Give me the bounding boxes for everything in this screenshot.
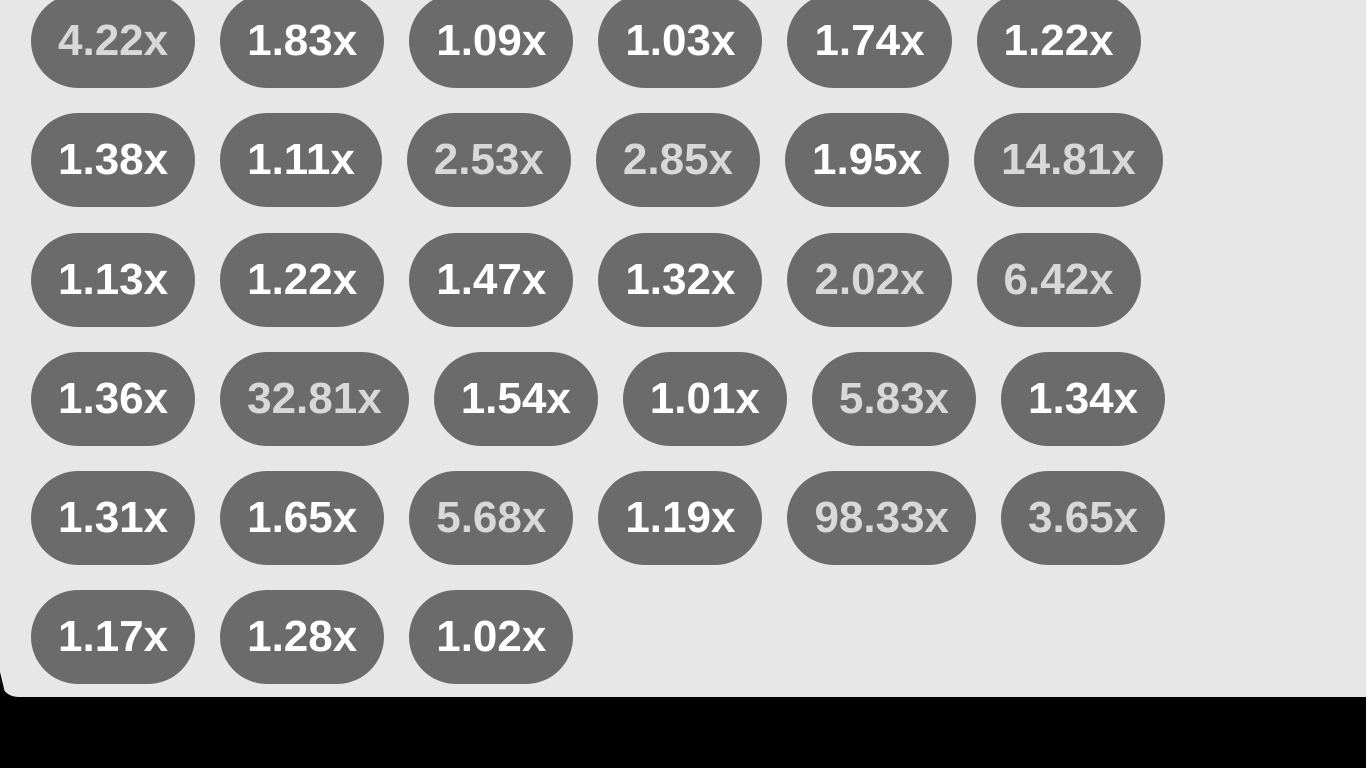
multiplier-pill[interactable]: 1.28x <box>220 590 385 684</box>
multiplier-pill[interactable]: 6.42x <box>976 233 1141 327</box>
multiplier-pill[interactable]: 1.17x <box>31 590 196 684</box>
multiplier-pill[interactable]: 1.03x <box>598 0 763 88</box>
multiplier-pill[interactable]: 1.38x <box>31 113 196 207</box>
multiplier-pill[interactable]: 1.01x <box>622 352 787 446</box>
multiplier-pill[interactable]: 14.81x <box>974 113 1163 207</box>
multiplier-history-panel: 4.22x 1.83x 1.09x 1.03x 1.74x 1.22x 1.38… <box>0 0 1366 697</box>
multiplier-pill[interactable]: 1.22x <box>976 0 1141 88</box>
multiplier-pill[interactable]: 2.53x <box>406 113 571 207</box>
multiplier-row: 1.17x 1.28x 1.02x <box>31 590 598 684</box>
multiplier-pill[interactable]: 2.02x <box>787 233 952 327</box>
multiplier-pill[interactable]: 1.19x <box>598 471 763 565</box>
multiplier-pill[interactable]: 3.65x <box>1001 471 1166 565</box>
multiplier-pill[interactable]: 1.13x <box>31 233 196 327</box>
multiplier-row: 1.13x 1.22x 1.47x 1.32x 2.02x 6.42x <box>31 233 1166 327</box>
multiplier-pill[interactable]: 1.36x <box>31 352 196 446</box>
multiplier-pill[interactable]: 1.31x <box>31 471 196 565</box>
multiplier-pill[interactable]: 1.32x <box>598 233 763 327</box>
multiplier-pill[interactable]: 5.68x <box>409 471 574 565</box>
multiplier-pill[interactable]: 1.09x <box>409 0 574 88</box>
multiplier-pill[interactable]: 32.81x <box>220 352 409 446</box>
multiplier-pill[interactable]: 2.85x <box>595 113 761 207</box>
multiplier-pill[interactable]: 1.11x <box>220 113 382 207</box>
multiplier-pill[interactable]: 1.34x <box>1001 352 1166 446</box>
multiplier-pill[interactable]: 1.65x <box>220 471 385 565</box>
panel-corner-notch <box>0 672 6 697</box>
multiplier-pill[interactable]: 1.54x <box>433 352 598 446</box>
multiplier-row: 4.22x 1.83x 1.09x 1.03x 1.74x 1.22x <box>31 0 1166 88</box>
multiplier-pill[interactable]: 1.74x <box>787 0 952 88</box>
multiplier-pill[interactable]: 1.95x <box>785 113 950 207</box>
multiplier-row: 1.38x 1.11x 2.53x 2.85x 1.95x 14.81x <box>31 113 1188 207</box>
multiplier-pill[interactable]: 1.22x <box>220 233 385 327</box>
multiplier-pill[interactable]: 1.47x <box>409 233 574 327</box>
multiplier-pill[interactable]: 1.83x <box>220 0 385 88</box>
multiplier-pill[interactable]: 4.22x <box>31 0 196 88</box>
multiplier-pill[interactable]: 5.83x <box>811 352 977 446</box>
multiplier-row: 1.31x 1.65x 5.68x 1.19x 98.33x 3.65x <box>31 471 1190 565</box>
multiplier-pill[interactable]: 98.33x <box>787 471 977 565</box>
multiplier-pill[interactable]: 1.02x <box>409 590 574 684</box>
multiplier-row: 1.36x 32.81x 1.54x 1.01x 5.83x 1.34x <box>31 352 1190 446</box>
